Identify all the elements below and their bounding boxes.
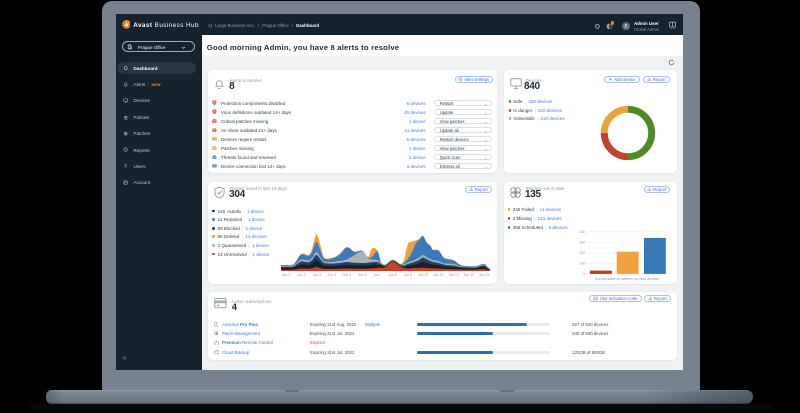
svg-text:Jun 6: Jun 6 xyxy=(358,272,367,276)
svg-text:300: 300 xyxy=(579,240,585,244)
svg-text:Jun 11: Jun 11 xyxy=(433,272,443,276)
svg-text:Jun 13: Jun 13 xyxy=(463,272,474,276)
svg-text:400: 400 xyxy=(579,230,585,234)
svg-text:Jun 3: Jun 3 xyxy=(312,272,321,276)
svg-text:100: 100 xyxy=(579,261,585,265)
svg-text:Jun 7: Jun 7 xyxy=(373,272,382,276)
svg-text:Jun 12: Jun 12 xyxy=(448,272,459,276)
svg-text:0: 0 xyxy=(583,272,585,276)
svg-text:200: 200 xyxy=(579,251,585,255)
svg-text:Jun 8: Jun 8 xyxy=(388,272,397,276)
svg-text:Jun 1: Jun 1 xyxy=(281,272,290,276)
svg-text:Jun 10: Jun 10 xyxy=(417,272,428,276)
svg-text:Jun 9: Jun 9 xyxy=(403,272,412,276)
svg-text:Current state of patches on yo: Current state of patches on your devices xyxy=(594,276,659,280)
svg-text:Jun 5: Jun 5 xyxy=(342,272,351,276)
svg-text:Jun 4: Jun 4 xyxy=(327,272,336,276)
svg-text:Jun 14: Jun 14 xyxy=(478,272,489,276)
svg-text:Jun 2: Jun 2 xyxy=(297,272,306,276)
